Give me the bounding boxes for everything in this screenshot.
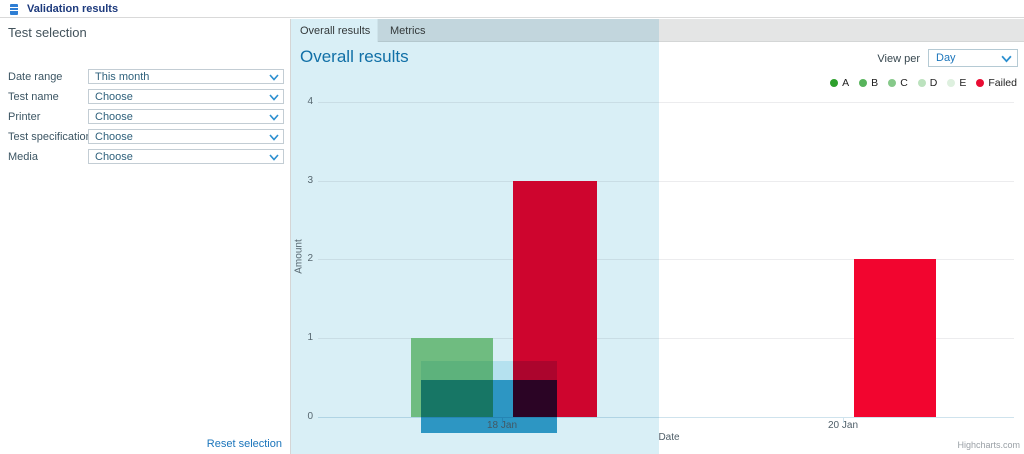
legend-dot-c <box>888 79 897 87</box>
date-range-label: Date range <box>8 71 63 83</box>
chevron-down-icon <box>1001 55 1012 63</box>
app-title: Validation results <box>27 2 119 15</box>
chevron-down-icon <box>269 134 279 141</box>
printer-label: Printer <box>8 111 41 123</box>
gridline <box>318 102 1014 103</box>
gridline <box>318 259 1014 260</box>
legend-dot-failed <box>976 79 985 87</box>
filter-row-date-range: Date range This month <box>0 69 290 84</box>
reset-selection-link[interactable]: Reset selection <box>206 438 282 450</box>
legend-item-d[interactable]: D <box>917 77 937 89</box>
y-tick-label: 1 <box>307 332 313 343</box>
overall-results-chart: Overall results View per Day A B C <box>291 42 1024 454</box>
legend-dot-e <box>947 79 956 87</box>
results-panel: Overall results Metrics Overall results … <box>291 19 1024 454</box>
validation-results-icon <box>10 3 18 15</box>
test-name-label: Test name <box>8 91 59 103</box>
y-tick-label: 3 <box>307 175 313 186</box>
x-tick-label-18jan: 18 Jan <box>486 420 518 431</box>
tab-overall-results[interactable]: Overall results <box>291 19 377 42</box>
gridline <box>318 338 1014 339</box>
filter-row-test-specification: Test specification Choose <box>0 129 290 144</box>
printer-value: Choose <box>95 110 133 123</box>
view-per-value: Day <box>936 52 956 64</box>
test-specification-select[interactable]: Choose <box>88 129 284 144</box>
filter-row-media: Media Choose <box>0 149 290 164</box>
chevron-down-icon <box>269 94 279 101</box>
x-tick <box>843 418 844 423</box>
tab-bar: Overall results Metrics <box>291 19 1024 42</box>
x-axis-line <box>318 417 1014 418</box>
legend-item-c[interactable]: C <box>888 77 908 89</box>
x-axis-title: Date <box>658 432 680 443</box>
date-range-select[interactable]: This month <box>88 69 284 84</box>
test-name-select[interactable]: Choose <box>88 89 284 104</box>
legend-item-b[interactable]: B <box>859 77 878 89</box>
view-per-label: View per <box>877 53 920 65</box>
chart-legend: A B C D E <box>830 77 1017 89</box>
chevron-down-icon <box>269 74 279 81</box>
legend-item-failed[interactable]: Failed <box>976 77 1017 89</box>
x-tick-label-20jan: 20 Jan <box>827 420 859 431</box>
test-selection-panel: Test selection Date range This month Tes… <box>0 19 291 454</box>
filter-row-test-name: Test name Choose <box>0 89 290 104</box>
y-tick-label: 0 <box>307 411 313 422</box>
media-label: Media <box>8 151 38 163</box>
y-axis-title: Amount <box>293 239 305 274</box>
printer-select[interactable]: Choose <box>88 109 284 124</box>
app-header: Validation results <box>0 0 1024 18</box>
chevron-down-icon <box>269 154 279 161</box>
view-per-select[interactable]: Day <box>928 49 1018 67</box>
highcharts-credit[interactable]: Highcharts.com <box>957 440 1020 450</box>
chart-title: Overall results <box>300 47 409 66</box>
y-tick-label: 4 <box>307 96 313 107</box>
tab-metrics[interactable]: Metrics <box>377 19 437 42</box>
date-range-value: This month <box>95 70 150 83</box>
chevron-down-icon <box>269 114 279 121</box>
filter-row-printer: Printer Choose <box>0 109 290 124</box>
test-name-value: Choose <box>95 90 133 103</box>
legend-dot-b <box>859 79 868 87</box>
gridline <box>318 181 1014 182</box>
bar-failed-20jan[interactable] <box>854 259 936 417</box>
legend-item-a[interactable]: A <box>830 77 849 89</box>
media-select[interactable]: Choose <box>88 149 284 164</box>
test-specification-label: Test specification <box>8 131 92 143</box>
legend-dot-d <box>917 79 926 87</box>
media-value: Choose <box>95 150 133 163</box>
legend-item-e[interactable]: E <box>947 77 966 89</box>
panel-heading: Test selection <box>8 25 87 40</box>
test-specification-value: Choose <box>95 130 133 143</box>
legend-dot-a <box>830 79 839 87</box>
